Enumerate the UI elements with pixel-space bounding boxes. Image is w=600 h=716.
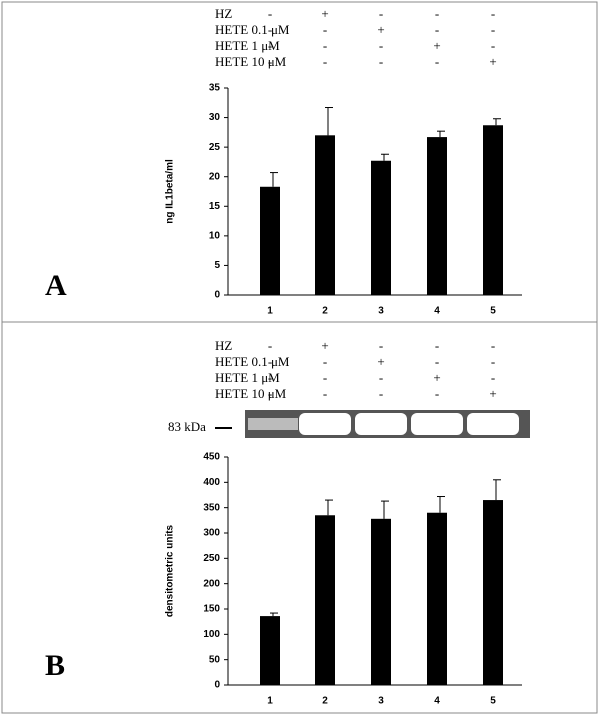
y-tick-label: 10 — [209, 230, 221, 241]
treatment-label: HETE 0.1 μM — [215, 354, 290, 369]
x-tick-label: 1 — [267, 306, 273, 317]
panel-label: A — [45, 269, 67, 302]
treatment-mark: + — [321, 6, 328, 21]
treatment-mark: + — [433, 370, 440, 385]
treatment-mark: - — [491, 38, 495, 53]
y-tick-label: 150 — [203, 604, 220, 615]
bar — [371, 518, 391, 685]
treatment-mark: - — [379, 338, 383, 353]
treatment-mark: - — [268, 370, 272, 385]
treatment-mark: + — [489, 386, 496, 401]
bar — [315, 515, 335, 685]
treatment-mark: - — [491, 6, 495, 21]
treatment-mark: - — [435, 54, 439, 69]
treatment-mark: - — [379, 370, 383, 385]
y-tick-label: 15 — [209, 201, 221, 212]
treatment-label: HETE 0.1 μM — [215, 22, 290, 37]
treatment-label: HETE 10 μM — [215, 54, 287, 69]
bar — [483, 125, 503, 295]
treatment-label: HZ — [215, 338, 232, 353]
blot-band — [467, 413, 519, 435]
bar — [427, 137, 447, 295]
treatment-mark: - — [435, 354, 439, 369]
treatment-mark: - — [268, 354, 272, 369]
treatment-mark: - — [379, 6, 383, 21]
blot-band — [248, 418, 298, 430]
x-tick-label: 3 — [378, 306, 384, 317]
treatment-mark: - — [268, 338, 272, 353]
y-tick-label: 200 — [203, 578, 220, 589]
y-tick-label: 250 — [203, 553, 220, 564]
treatment-label: HETE 1 μM — [215, 38, 280, 53]
blot-label: 83 kDa — [168, 419, 206, 434]
y-tick-label: 400 — [203, 477, 220, 488]
y-tick-label: 35 — [209, 83, 221, 94]
blot-band — [355, 413, 407, 435]
bar — [483, 500, 503, 685]
treatment-mark: + — [489, 54, 496, 69]
treatment-mark: - — [323, 354, 327, 369]
blot-band — [411, 413, 463, 435]
blot-band — [299, 413, 351, 435]
panel-label: B — [45, 649, 65, 682]
treatment-mark: - — [379, 386, 383, 401]
treatment-mark: - — [268, 38, 272, 53]
treatment-mark: - — [491, 354, 495, 369]
y-tick-label: 450 — [203, 452, 220, 463]
x-tick-label: 2 — [322, 696, 328, 707]
treatment-mark: - — [491, 370, 495, 385]
y-tick-label: 350 — [203, 502, 220, 513]
treatment-mark: - — [268, 54, 272, 69]
treatment-mark: - — [491, 338, 495, 353]
treatment-mark: - — [323, 54, 327, 69]
x-tick-label: 2 — [322, 306, 328, 317]
panel-frame — [1, 321, 598, 714]
treatment-mark: - — [435, 6, 439, 21]
bar — [371, 160, 391, 295]
bar — [260, 616, 280, 685]
treatment-mark: + — [377, 354, 384, 369]
y-tick-label: 5 — [214, 260, 220, 271]
treatment-mark: - — [323, 22, 327, 37]
treatment-mark: - — [323, 386, 327, 401]
y-tick-label: 25 — [209, 142, 221, 153]
treatment-mark: - — [268, 6, 272, 21]
treatment-mark: - — [323, 370, 327, 385]
x-tick-label: 1 — [267, 696, 273, 707]
x-tick-label: 5 — [490, 306, 496, 317]
treatment-mark: - — [379, 54, 383, 69]
panel-frame — [1, 1, 598, 323]
treatment-label: HETE 10 μM — [215, 386, 287, 401]
y-tick-label: 100 — [203, 629, 220, 640]
y-tick-label: 0 — [214, 290, 220, 301]
y-tick-label: 0 — [214, 680, 220, 691]
y-axis-label: ng IL1beta/ml — [165, 159, 176, 224]
y-axis-label: densitometric units — [165, 524, 176, 617]
treatment-mark: + — [433, 38, 440, 53]
x-tick-label: 5 — [490, 696, 496, 707]
treatment-mark: - — [491, 22, 495, 37]
y-tick-label: 50 — [209, 654, 221, 665]
treatment-mark: - — [435, 386, 439, 401]
treatment-mark: - — [268, 22, 272, 37]
x-tick-label: 4 — [434, 306, 440, 317]
treatment-mark: - — [435, 338, 439, 353]
y-tick-label: 300 — [203, 528, 220, 539]
treatment-mark: + — [377, 22, 384, 37]
treatment-mark: - — [379, 38, 383, 53]
x-tick-label: 3 — [378, 696, 384, 707]
bar — [427, 512, 447, 685]
treatment-mark: - — [323, 38, 327, 53]
x-tick-label: 4 — [434, 696, 440, 707]
treatment-label: HZ — [215, 6, 232, 21]
bar — [315, 135, 335, 295]
bar — [260, 186, 280, 295]
y-tick-label: 20 — [209, 171, 221, 182]
treatment-mark: - — [268, 386, 272, 401]
treatment-mark: - — [435, 22, 439, 37]
y-tick-label: 30 — [209, 112, 221, 123]
treatment-label: HETE 1 μM — [215, 370, 280, 385]
treatment-mark: + — [321, 338, 328, 353]
